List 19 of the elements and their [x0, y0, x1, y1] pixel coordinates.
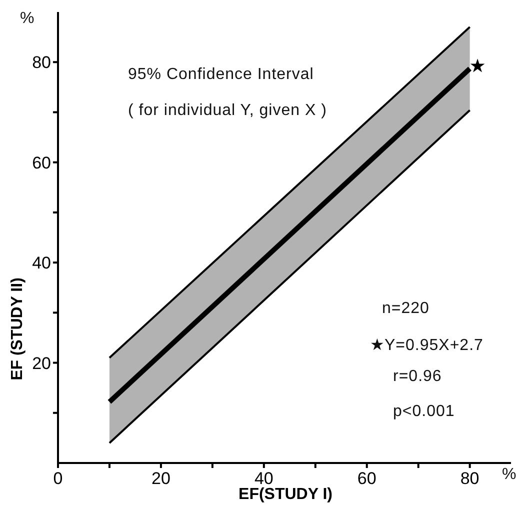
x-tick-label: 0 — [53, 469, 63, 488]
annotation: ★Y=0.95X+2.7 — [370, 336, 484, 355]
x-axis-title: EF(STUDY I) — [238, 486, 332, 503]
text: % — [502, 466, 517, 484]
y-tick-label: 20 — [32, 354, 51, 373]
x-tick-label: 20 — [151, 469, 170, 488]
annotation: ( for individual Y, given X ) — [128, 102, 327, 120]
y-tick-label: 60 — [32, 153, 51, 172]
y-axis-title: EF (STUDY II) — [9, 276, 27, 382]
x-tick-label: 80 — [460, 469, 480, 488]
y-tick-label: 40 — [32, 254, 51, 273]
annotation: r=0.96 — [393, 368, 442, 386]
x-tick-label: 40 — [254, 469, 274, 488]
annotation: 95% Confidence Interval — [128, 66, 314, 84]
x-tick-label: 60 — [357, 469, 376, 488]
text: % — [20, 10, 35, 28]
y-tick-label: 80 — [32, 53, 51, 72]
annotation: p<0.001 — [393, 403, 455, 421]
annotation: n=220 — [382, 300, 430, 318]
